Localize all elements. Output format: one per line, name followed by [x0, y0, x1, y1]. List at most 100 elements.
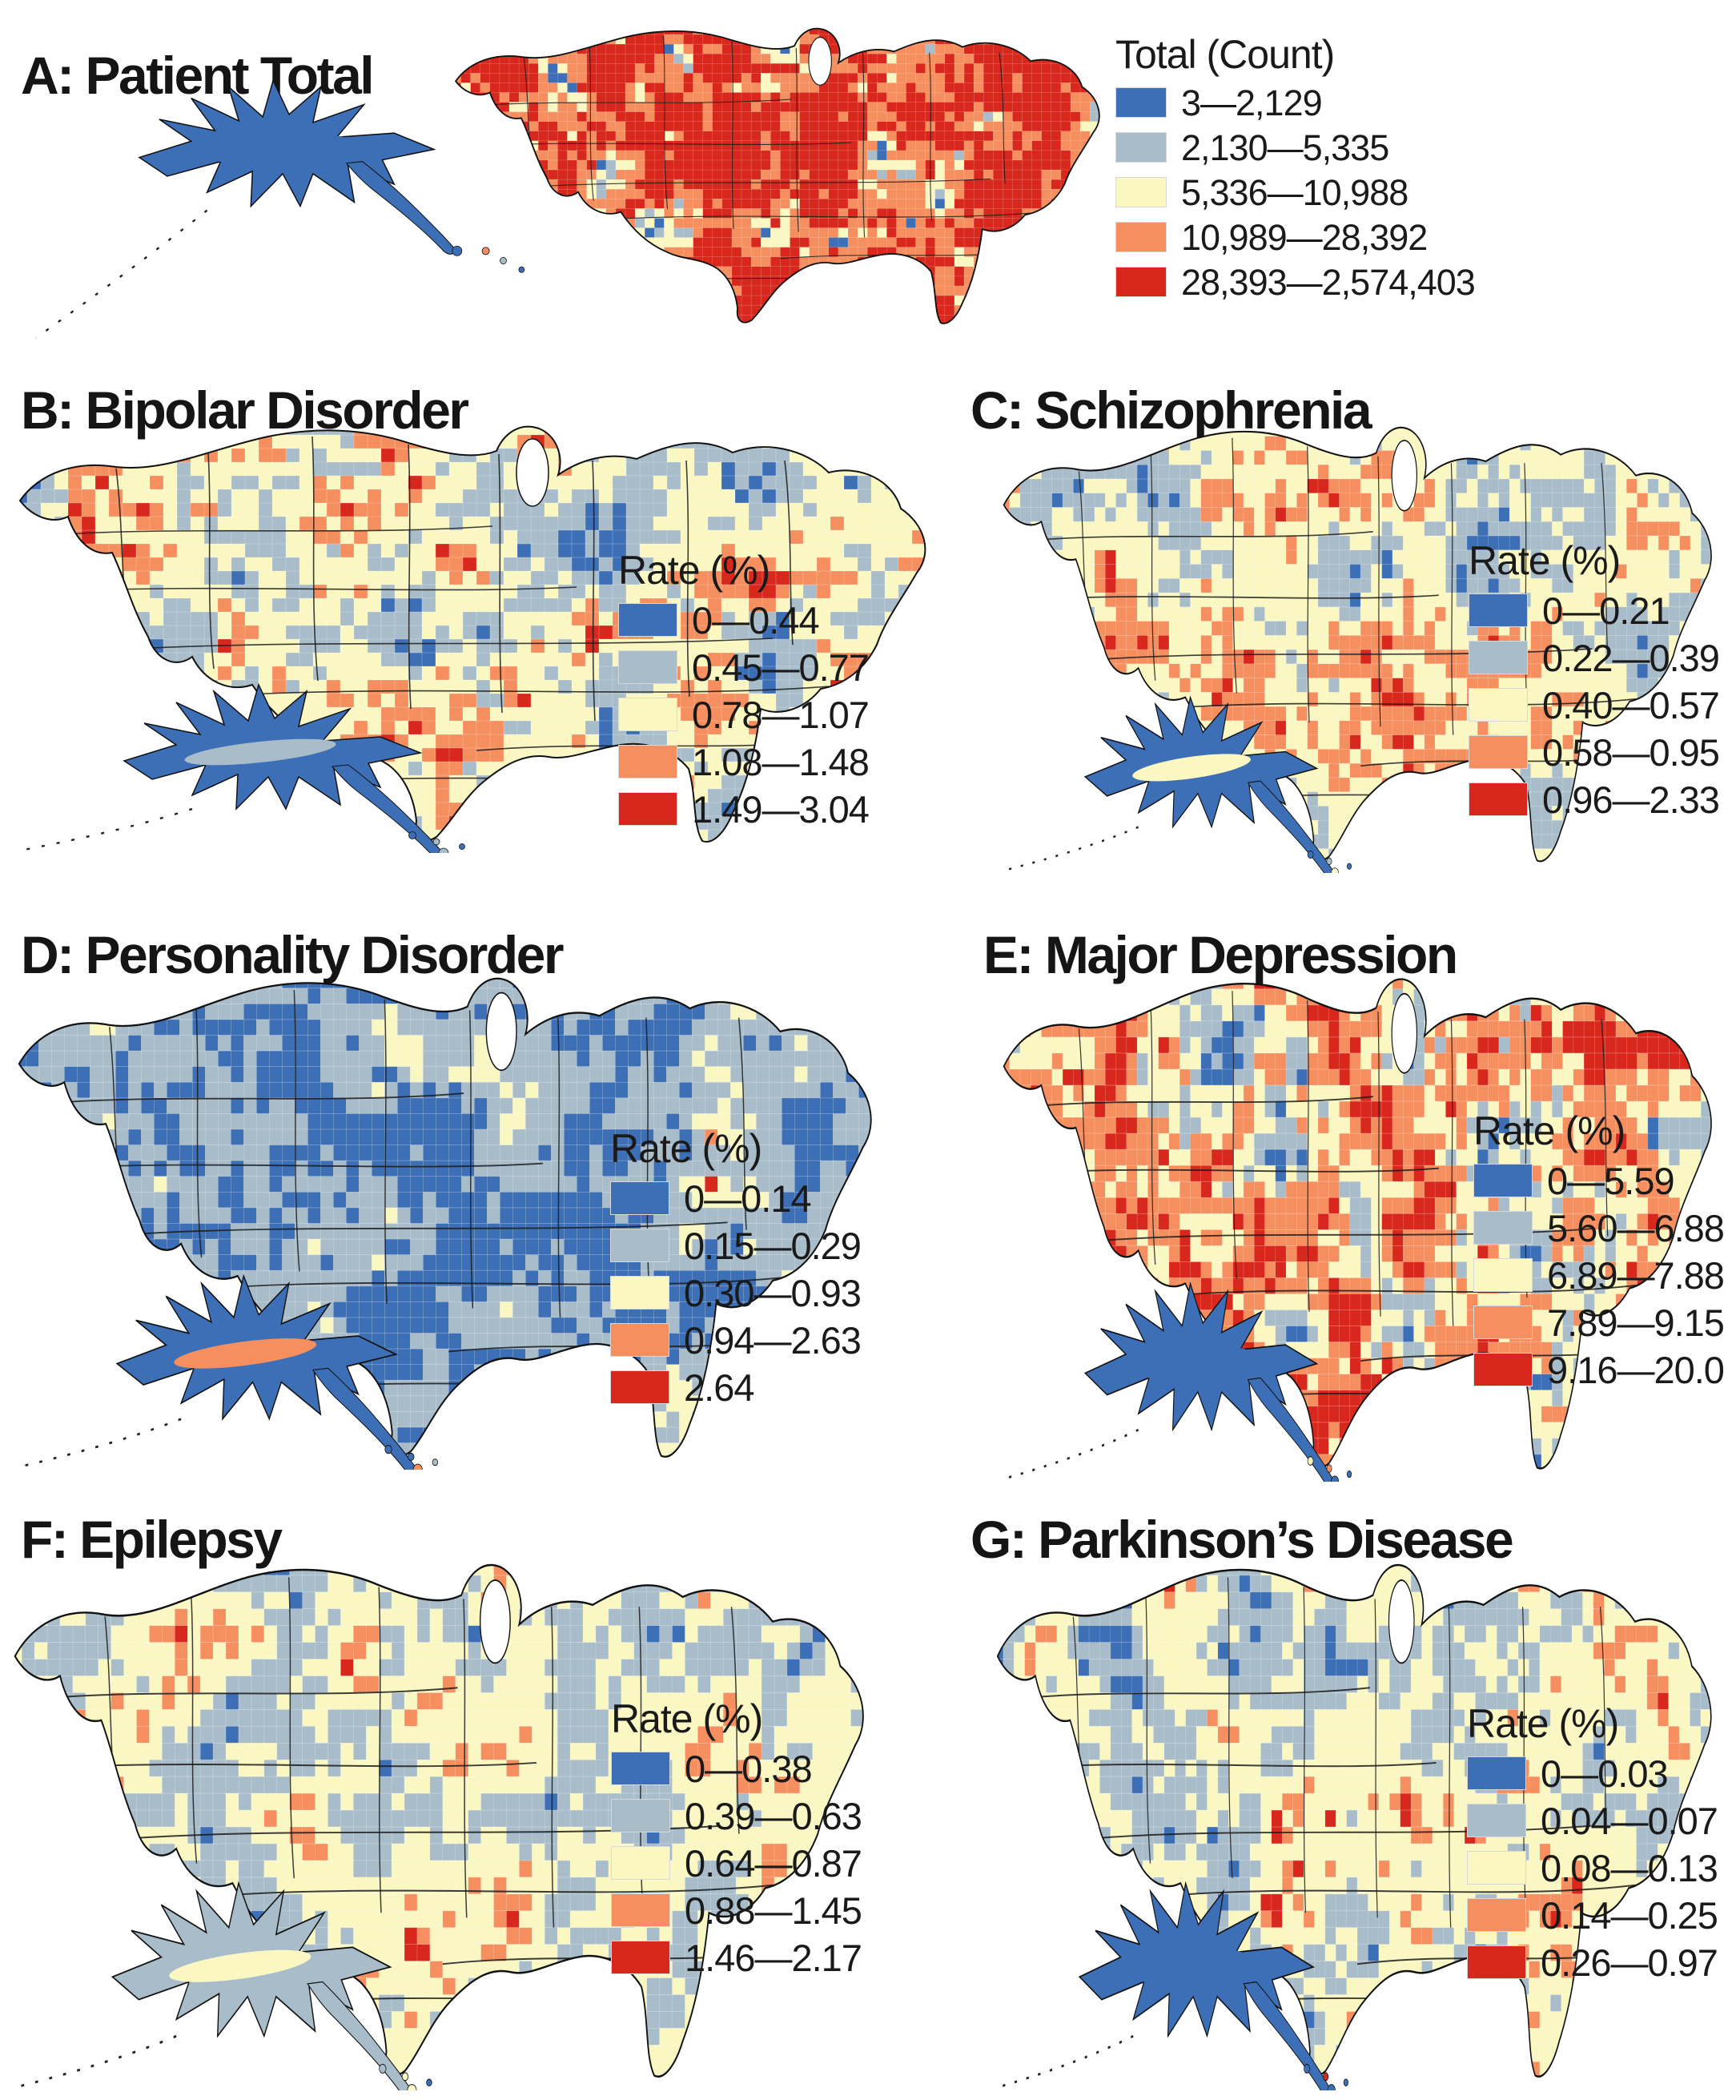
- panel-a-map: [8, 11, 1139, 344]
- legend-label: 0.40—0.57: [1542, 683, 1720, 726]
- panel-g-legend: Rate (%) 0—0.03 0.04—0.07 0.08—0.13 0.14…: [1467, 1703, 1718, 1981]
- legend-row: 5.60—6.88: [1473, 1206, 1725, 1249]
- legend-swatch: [1467, 1851, 1526, 1885]
- legend-label: 6.89—7.88: [1547, 1253, 1725, 1297]
- legend-swatch: [1469, 782, 1528, 816]
- legend-label: 1.08—1.48: [692, 740, 870, 783]
- panel-e-legend: Rate (%) 0—5.59 5.60—6.88 6.89—7.88 7.89…: [1473, 1108, 1725, 1391]
- legend-swatch: [1473, 1353, 1533, 1386]
- legend-row: 7.89—9.15: [1473, 1301, 1725, 1344]
- panel-d-map: [4, 953, 901, 1470]
- legend-title: Rate (%): [611, 1696, 763, 1741]
- legend-label: 0.64—0.87: [685, 1841, 862, 1885]
- legend-title: Rate (%): [1467, 1701, 1619, 1746]
- legend-label: 0.15—0.29: [684, 1224, 862, 1267]
- panel-b-legend: Rate (%) 0—0.44 0.45—0.77 0.78—1.07 1.08…: [618, 549, 870, 831]
- legend-label: 0—5.59: [1547, 1159, 1675, 1202]
- panel-f-title: F: Epilepsy: [21, 1509, 283, 1569]
- legend-row: 0.15—0.29: [610, 1224, 862, 1267]
- legend-swatch: [1115, 222, 1167, 252]
- cartogram-svg: [35, 27, 1100, 339]
- legend-row: 10,989—28,392: [1115, 219, 1475, 255]
- legend-swatch: [618, 603, 677, 637]
- legend-title: Rate (%): [1473, 1108, 1625, 1153]
- legend-label: 0.26—0.97: [1541, 1941, 1718, 1984]
- legend-row: 0.58—0.95: [1469, 730, 1720, 774]
- legend-label: 0.04—0.07: [1541, 1799, 1718, 1842]
- legend-swatch: [611, 1752, 670, 1785]
- legend-label: 5,336—10,988: [1181, 171, 1408, 213]
- legend-row: 0—0.44: [618, 601, 869, 639]
- panel-a-legend: Total (Count) 3—2,129 2,130—5,335 5,336—…: [1115, 32, 1476, 300]
- legend-label: 10,989—28,392: [1181, 216, 1428, 258]
- legend-label: 0.30—0.93: [684, 1271, 862, 1314]
- legend-row: 5,336—10,988: [1115, 175, 1475, 211]
- legend-label: 7.89—9.15: [1547, 1301, 1725, 1344]
- legend-swatch: [611, 1941, 670, 1974]
- legend-row: 0.30—0.93: [610, 1271, 862, 1314]
- legend-swatch: [1473, 1164, 1533, 1197]
- panel-d-legend: Rate (%) 0—0.14 0.15—0.29 0.30—0.93 0.94…: [610, 1126, 862, 1406]
- legend-label: 0.88—1.45: [685, 1889, 862, 1932]
- legend-row: 0.96—2.33: [1469, 778, 1720, 821]
- legend-swatch: [610, 1370, 669, 1404]
- panel-c-legend: Rate (%) 0—0.21 0.22—0.39 0.40—0.57 0.58…: [1469, 538, 1720, 821]
- legend-row: 0.22—0.39: [1469, 636, 1720, 679]
- legend-swatch: [1473, 1211, 1533, 1245]
- legend-row: 0.39—0.63: [611, 1797, 862, 1835]
- legend-title: Total (Count): [1115, 32, 1335, 77]
- legend-row: 0.94—2.63: [610, 1322, 862, 1359]
- legend-title: Rate (%): [1469, 538, 1621, 583]
- legend-swatch: [618, 745, 677, 778]
- legend-swatch: [618, 792, 677, 826]
- legend-label: 1.49—3.04: [692, 787, 870, 831]
- cartogram-svg: [1003, 426, 1712, 873]
- legend-swatch: [1115, 267, 1167, 297]
- legend-swatch: [610, 1323, 669, 1357]
- legend-row: 0.08—0.13: [1467, 1849, 1718, 1887]
- legend-swatch: [611, 1799, 670, 1832]
- legend-swatch: [610, 1229, 669, 1262]
- legend-swatch: [1467, 1898, 1526, 1932]
- legend-row: 3—2,129: [1115, 85, 1475, 121]
- legend-swatch: [611, 1846, 670, 1880]
- legend-swatch: [610, 1276, 669, 1309]
- legend-label: 0.58—0.95: [1542, 730, 1720, 774]
- legend-swatch: [1467, 1756, 1526, 1790]
- legend-row: 1.46—2.17: [611, 1939, 862, 1977]
- legend-row: 2.64: [610, 1369, 861, 1406]
- legend-row: 0—0.21: [1469, 592, 1719, 630]
- legend-label: 0.39—0.63: [685, 1794, 862, 1837]
- legend-swatch: [1469, 641, 1528, 674]
- legend-label: 0.08—0.13: [1541, 1846, 1718, 1889]
- legend-label: 0—0.03: [1541, 1752, 1669, 1795]
- panel-c-title: C: Schizophrenia: [970, 380, 1372, 440]
- cartogram-svg: [18, 425, 926, 853]
- legend-label: 2,130—5,335: [1181, 127, 1389, 168]
- legend-label: 1.46—2.17: [685, 1936, 862, 1979]
- panel-g-map: [985, 1538, 1736, 2090]
- legend-row: 2,130—5,335: [1115, 130, 1475, 166]
- legend-label: 0.96—2.33: [1542, 778, 1720, 821]
- legend-label: 0—0.44: [692, 598, 820, 642]
- legend-row: 0—5.59: [1473, 1162, 1724, 1200]
- legend-swatch: [1115, 132, 1167, 163]
- legend-row: 0—0.14: [610, 1180, 861, 1217]
- panel-d-title: D: Personality Disorder: [21, 924, 565, 984]
- legend-row: 0.45—0.77: [618, 646, 870, 689]
- legend-swatch: [1473, 1305, 1533, 1339]
- panel-b-title: B: Bipolar Disorder: [21, 380, 469, 440]
- legend-label: 2.64: [684, 1366, 754, 1409]
- legend-title: Rate (%): [610, 1126, 762, 1171]
- legend-label: 0.22—0.39: [1542, 636, 1720, 679]
- legend-swatch: [1467, 1804, 1526, 1837]
- legend-label: 0.45—0.77: [692, 646, 870, 689]
- legend-label: 5.60—6.88: [1547, 1206, 1725, 1249]
- legend-label: 9.16—20.0: [1547, 1348, 1725, 1391]
- legend-row: 0.64—0.87: [611, 1845, 862, 1882]
- panel-b-map: [4, 404, 957, 853]
- cartogram-svg: [18, 977, 872, 1470]
- legend-row: 0.40—0.57: [1469, 683, 1720, 726]
- legend-swatch: [1469, 593, 1528, 627]
